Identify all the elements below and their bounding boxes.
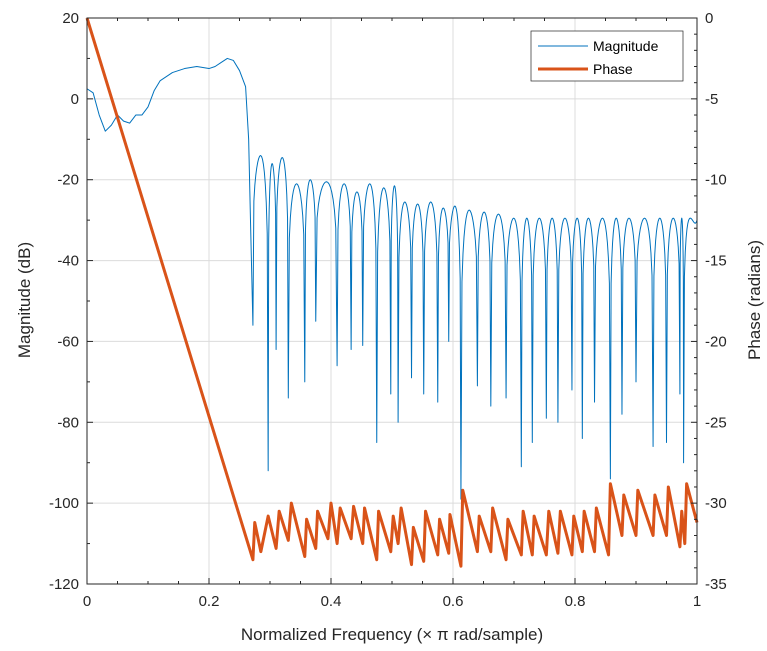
left-tick-label: 0 [71,91,79,108]
phase-line [85,17,699,568]
legend-box [530,30,684,82]
legend-label-phase: Phase [593,61,633,77]
legend: Magnitude Phase [530,30,684,82]
right-tick-label: 0 [705,10,713,27]
x-axis-title: Normalized Frequency (× π rad/sample) [241,625,543,644]
left-tick-label: -60 [57,333,79,350]
x-tick-label: 1 [693,593,701,610]
right-tick-label: -30 [705,495,727,512]
left-axis-title: Magnitude (dB) [15,242,34,358]
x-tick-label: 0 [83,593,91,610]
left-tick-label: -40 [57,253,79,270]
tick-labels: 0 0.2 0.4 0.6 0.8 1200-20-40-60-80-100-1200-5… [49,10,727,610]
right-tick-label: -35 [705,576,727,593]
left-tick-label: -120 [49,576,79,593]
legend-label-magnitude: Magnitude [593,38,659,54]
left-tick-label: -100 [49,495,79,512]
x-tick-label: 0.6 [443,593,464,610]
x-tick-label: 0.2 [199,593,220,610]
plot-background [87,18,697,584]
right-axis-title: Phase (radians) [745,240,764,360]
right-tick-label: -20 [705,333,727,350]
left-tick-label: -20 [57,172,79,189]
left-tick-label: 20 [62,10,79,27]
right-tick-label: -5 [705,91,718,108]
right-tick-label: -25 [705,414,727,431]
axes [86,17,698,585]
x-tick-label: 0.4 [321,593,342,610]
magnitude-line [86,57,698,500]
left-tick-label: -80 [57,414,79,431]
right-tick-label: -10 [705,172,727,189]
series-layer [85,17,699,568]
x-tick-label: 0.8 [565,593,586,610]
axes-frame [86,17,698,585]
right-tick-label: -15 [705,253,727,270]
grid-lines [86,17,698,585]
